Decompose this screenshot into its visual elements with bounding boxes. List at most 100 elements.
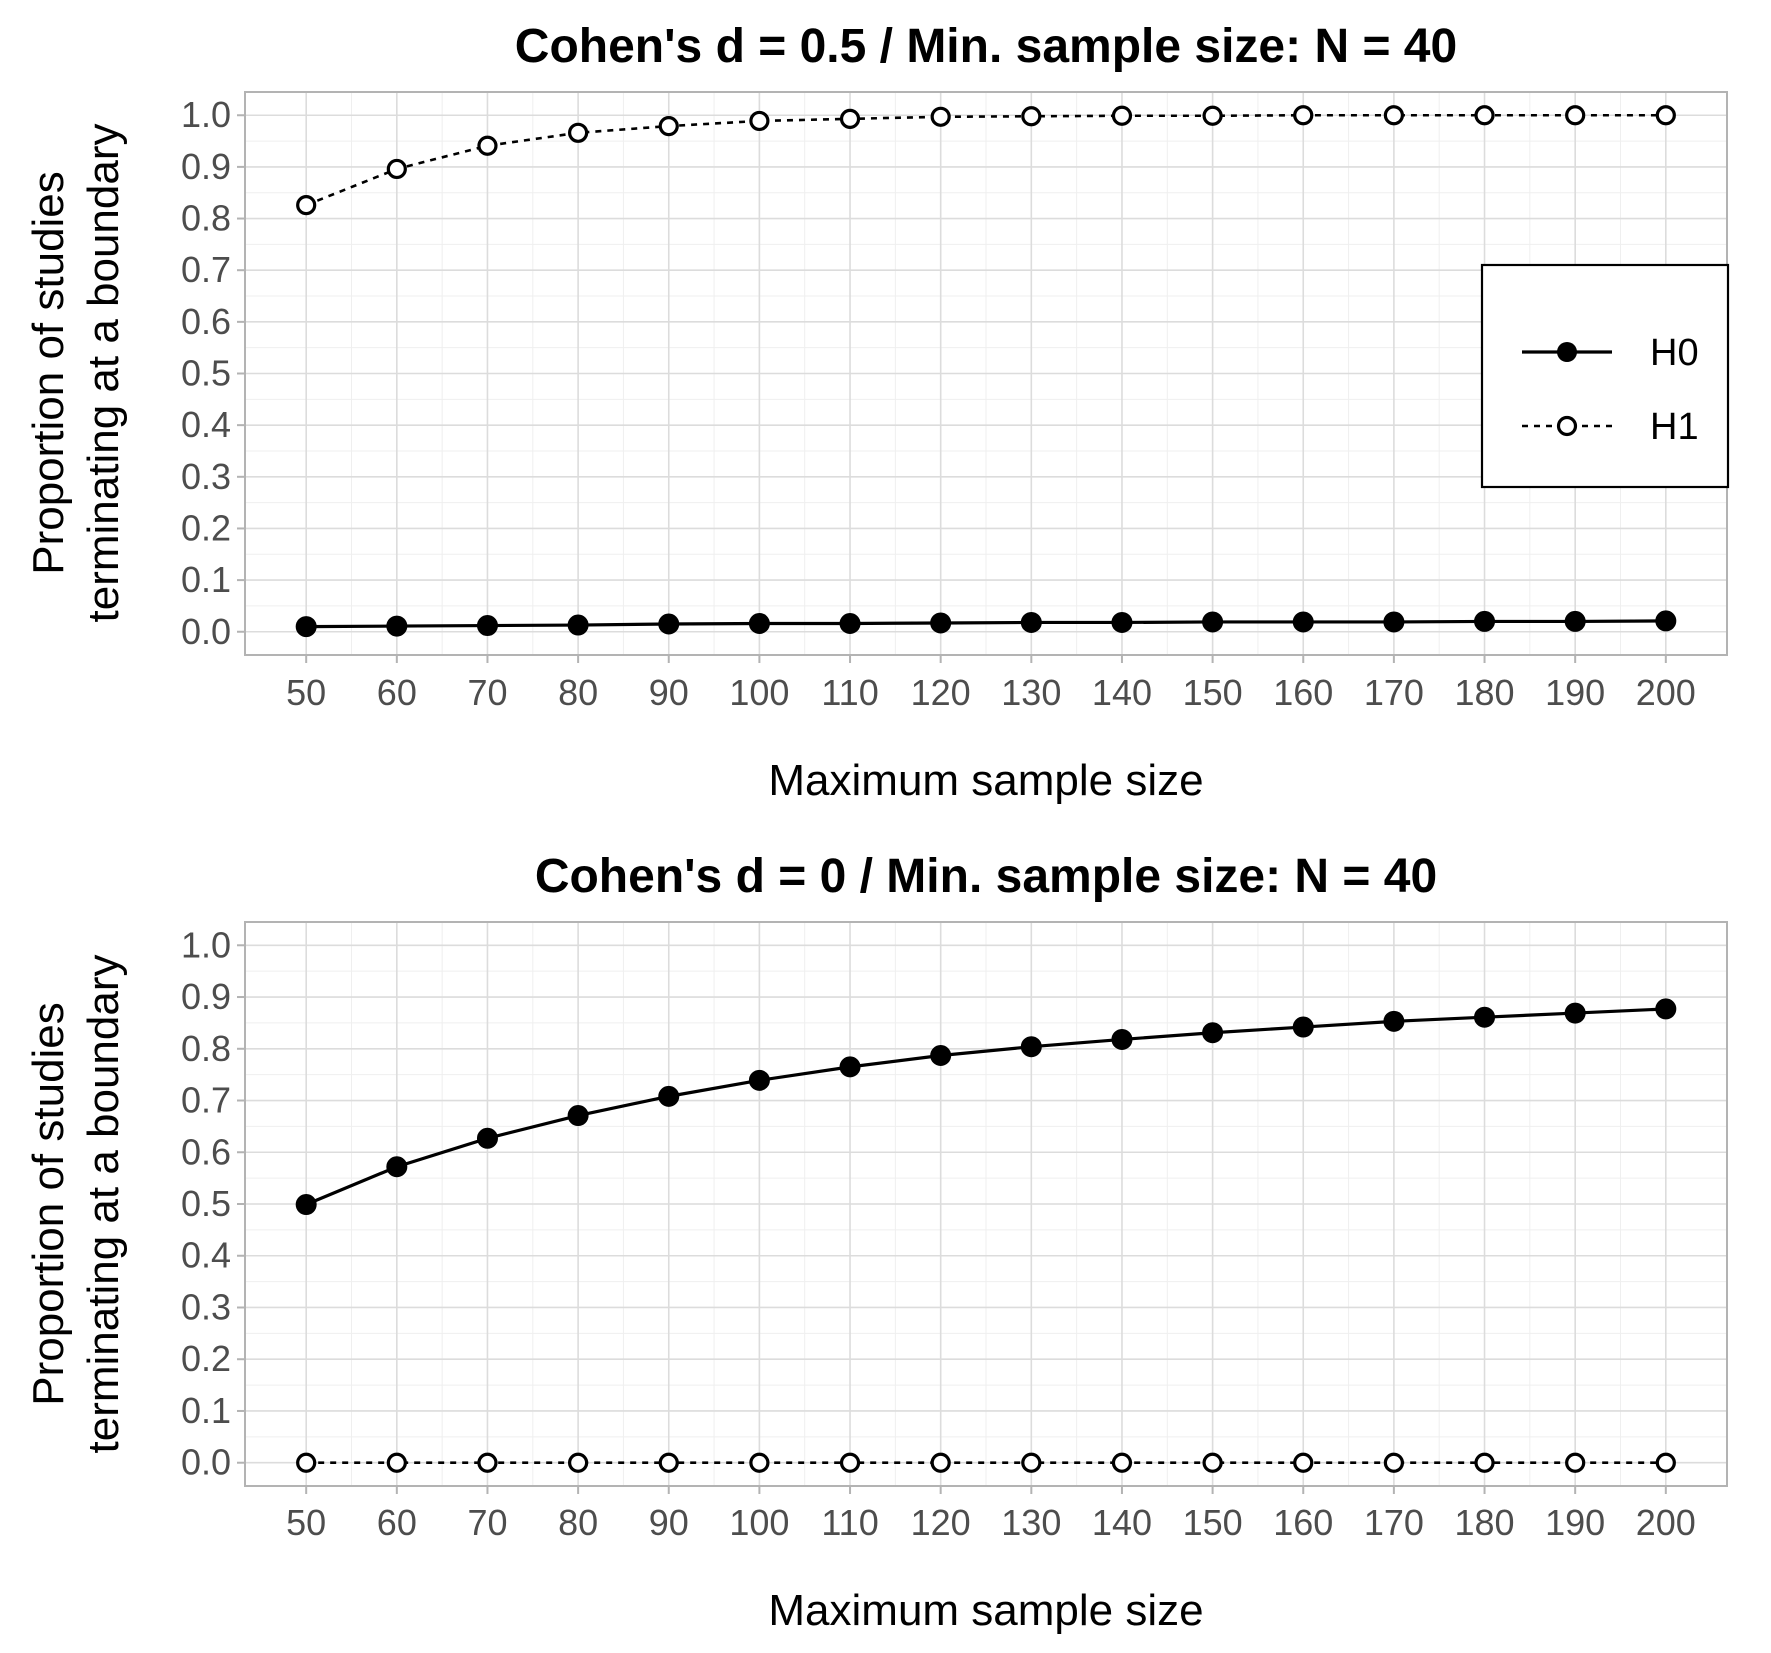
x-tick-label: 90: [649, 672, 689, 713]
y-tick-label: 1.0: [181, 94, 231, 135]
x-tick-label: 170: [1364, 1502, 1424, 1543]
data-point-h1: [1111, 105, 1133, 126]
data-point-h1: [839, 1452, 861, 1473]
y-tick-label: 0.5: [181, 1183, 231, 1224]
data-point-h0: [748, 612, 770, 634]
x-tick-label: 120: [911, 672, 971, 713]
data-point-h1: [1474, 1452, 1495, 1473]
y-tick-label: 0.7: [181, 249, 231, 290]
legend-key-marker-h0: [1557, 342, 1577, 362]
data-point-h0: [1202, 611, 1224, 633]
data-point-h1: [568, 122, 589, 143]
data-point-h0: [1564, 610, 1586, 632]
data-point-h0: [1383, 611, 1405, 633]
data-point-h0: [1020, 611, 1042, 633]
x-tick-label: 70: [467, 1502, 507, 1543]
data-point-h1: [386, 158, 407, 180]
y-tick-label: 0.9: [181, 976, 231, 1017]
legend-key-marker-h1: [1556, 415, 1578, 437]
y-axis-title-line-2: terminating at a boundary: [79, 124, 128, 623]
x-tick-label: 110: [821, 672, 878, 713]
y-tick-label: 0.4: [181, 1235, 231, 1276]
chart-panel-2: 0.0 0.1 0.2 0.3 0.4 0.5 0.6 0.7 0.8 0.9 1.0 50 60 70 8…: [24, 850, 1728, 1635]
x-tick-label: 50: [286, 672, 326, 713]
y-axis-title-line-1: Proportion of studies: [24, 1002, 73, 1406]
data-point-h1: [658, 1452, 679, 1473]
x-tick-label: 170: [1364, 672, 1424, 713]
data-point-h0: [386, 615, 408, 637]
y-axis-title-line-1: Proportion of studies: [24, 171, 73, 575]
y-tick-label: 0.0: [181, 611, 231, 652]
y-tick-label: 0.1: [181, 559, 231, 600]
data-point-h0: [295, 616, 317, 638]
y-axis-title-line-2: terminating at a boundary: [79, 955, 128, 1454]
data-point-h1: [1021, 106, 1042, 127]
series-line-h0: [305, 1007, 1666, 1206]
data-point-h0: [386, 1156, 408, 1178]
x-tick-label: 100: [729, 1502, 789, 1543]
data-point-h1: [930, 106, 951, 127]
data-point-h1: [1655, 105, 1676, 126]
x-axis-title: Maximum sample size: [768, 756, 1203, 805]
data-point-h1: [1202, 1452, 1223, 1473]
x-tick-label: 80: [558, 1502, 598, 1543]
chart-title: Cohen's d = 0.5 / Min. sample size: N = …: [515, 20, 1457, 73]
y-tick-label: 0.2: [181, 507, 231, 548]
data-point-h1: [477, 135, 498, 156]
x-tick-label: 150: [1183, 672, 1243, 713]
data-point-h1: [1383, 1452, 1404, 1473]
y-tick-label: 0.4: [181, 404, 231, 445]
data-point-h0: [295, 1194, 317, 1216]
y-tick-label: 1.0: [181, 924, 231, 965]
data-point-h1: [1293, 105, 1314, 126]
y-tick-label: 0.1: [181, 1390, 231, 1431]
data-point-h1: [296, 1452, 317, 1473]
data-point-h0: [567, 1105, 589, 1127]
y-tick-label: 0.3: [181, 456, 231, 497]
x-tick-label: 200: [1636, 1502, 1696, 1543]
x-tick-label: 60: [377, 672, 417, 713]
x-tick-label: 130: [1001, 1502, 1061, 1543]
data-point-h1: [930, 1452, 951, 1473]
x-tick-label: 150: [1183, 1502, 1243, 1543]
data-point-h1: [1021, 1452, 1042, 1473]
series-line-h0: [306, 619, 1666, 629]
data-point-h1: [1474, 105, 1495, 126]
x-tick-label: 180: [1454, 672, 1514, 713]
x-tick-label: 60: [377, 1502, 417, 1543]
x-tick-label: 130: [1001, 672, 1061, 713]
data-point-h1: [839, 108, 861, 129]
data-point-h1: [568, 1452, 589, 1473]
data-point-h0: [1474, 1006, 1496, 1028]
data-point-h1: [1565, 1452, 1586, 1473]
data-point-h0: [839, 612, 861, 634]
x-tick-label: 200: [1636, 672, 1696, 713]
legend-label-h0: H0: [1650, 332, 1699, 374]
x-tick-label: 140: [1092, 1502, 1152, 1543]
data-point-h1: [1111, 1452, 1133, 1473]
y-tick-label: 0.3: [181, 1286, 231, 1327]
data-point-h1: [1383, 105, 1404, 126]
data-point-h0: [476, 615, 498, 637]
series-line-h1: [305, 113, 1666, 207]
data-point-h0: [1383, 1010, 1405, 1032]
data-point-h0: [930, 612, 952, 634]
x-tick-label: 80: [558, 672, 598, 713]
data-point-h0: [1020, 1036, 1042, 1058]
data-point-h0: [930, 1044, 952, 1066]
data-point-h1: [749, 1452, 770, 1473]
chart-title: Cohen's d = 0 / Min. sample size: N = 40: [535, 850, 1437, 903]
data-point-h0: [1292, 1016, 1314, 1038]
data-point-h0: [1655, 610, 1677, 632]
y-tick-label: 0.8: [181, 198, 231, 239]
y-tick-label: 0.7: [181, 1080, 231, 1121]
data-point-h0: [1564, 1002, 1586, 1024]
y-tick-label: 0.0: [181, 1442, 231, 1483]
data-point-h1: [477, 1452, 498, 1473]
chart-panel-1: 0.0 0.1 0.2 0.3 0.4 0.5 0.6 0.7 0.8 0.9 1.0 50 60 70 8…: [24, 20, 1730, 805]
y-tick-label: 0.6: [181, 1131, 231, 1172]
data-point-h0: [567, 614, 589, 636]
data-point-h0: [839, 1056, 861, 1078]
x-axis-title: Maximum sample size: [768, 1586, 1203, 1635]
